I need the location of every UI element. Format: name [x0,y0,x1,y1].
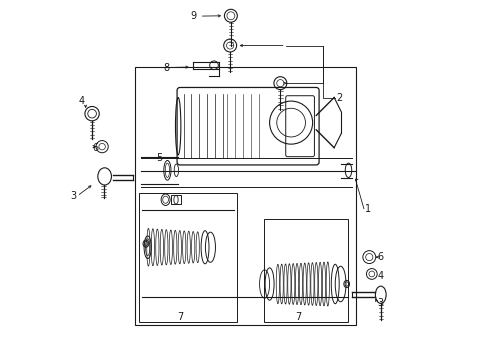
Text: 7: 7 [295,312,301,322]
Bar [135,67,355,325]
Text: 7: 7 [177,312,183,322]
Bar [171,195,181,204]
Bar [139,193,237,321]
Text: 1: 1 [364,204,370,214]
Text: 4: 4 [376,271,383,281]
Text: 8: 8 [163,63,169,73]
Text: 6: 6 [92,143,99,153]
Bar [264,220,348,321]
Text: 4: 4 [79,96,85,106]
Text: 2: 2 [335,93,342,103]
Text: 9: 9 [189,11,196,21]
Text: 3: 3 [376,298,383,308]
Text: 6: 6 [376,252,383,262]
Text: 3: 3 [70,191,76,201]
Text: 5: 5 [156,153,163,163]
